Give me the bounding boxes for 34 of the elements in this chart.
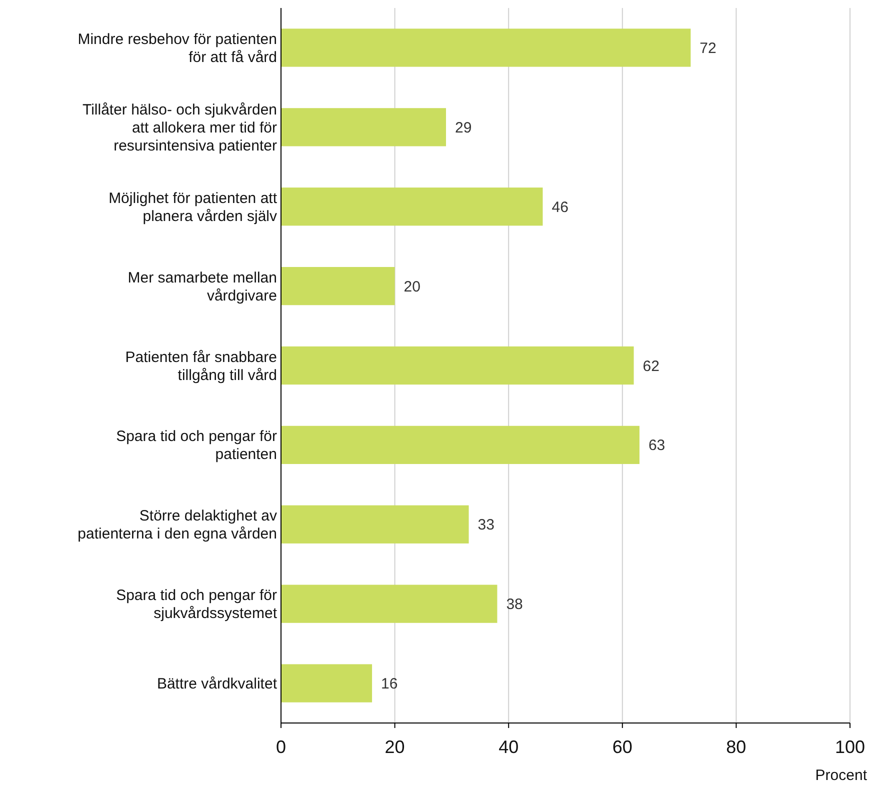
y-tick-label: Bättre vårdkvalitet bbox=[156, 676, 278, 693]
data-label: 29 bbox=[455, 119, 472, 136]
x-axis-title: Procent bbox=[815, 767, 868, 784]
x-tick-label: 80 bbox=[726, 737, 746, 757]
data-label: 63 bbox=[648, 437, 666, 454]
x-tick-label: 100 bbox=[834, 737, 866, 757]
data-label: 72 bbox=[700, 40, 716, 57]
bar bbox=[281, 426, 640, 464]
y-tick-label: Patienten får snabbare tillgång till vård bbox=[125, 348, 277, 384]
x-tick-label: 20 bbox=[384, 737, 405, 757]
x-tick-label: 40 bbox=[498, 737, 519, 757]
bar bbox=[281, 584, 498, 623]
bar bbox=[281, 28, 691, 67]
data-label: 33 bbox=[478, 516, 494, 534]
y-tick-label: Spara tid och pengar för sjukvårdssystemet bbox=[116, 587, 278, 622]
data-label: 62 bbox=[642, 358, 660, 375]
x-tick-label: 60 bbox=[612, 737, 632, 757]
bar bbox=[281, 505, 469, 544]
y-tick-label: Större delaktighet av patienterna i den egna vården bbox=[78, 508, 278, 543]
y-tick-label: Mer samarbete mellan vårdgivare bbox=[128, 269, 277, 304]
y-tick-label: Möjlighet för patienten att planera vården själv bbox=[108, 190, 278, 225]
x-tick-label: 0 bbox=[276, 737, 286, 757]
y-tick-label: Mindre resbehov för patienten för att få vård bbox=[78, 30, 277, 66]
data-label: 16 bbox=[381, 676, 398, 693]
data-label: 38 bbox=[506, 596, 523, 614]
y-tick-label: Tillåter hälso- och sjukvården att allokera mer tid för resursintensiva patienter bbox=[82, 101, 277, 154]
y-tick-label: Spara tid och pengar för patienten bbox=[116, 428, 277, 464]
bar bbox=[281, 664, 372, 702]
bar bbox=[281, 108, 446, 146]
bar bbox=[281, 188, 543, 226]
bar bbox=[281, 346, 634, 385]
bar bbox=[281, 266, 395, 306]
data-label: 46 bbox=[552, 198, 568, 216]
data-label: 20 bbox=[404, 278, 420, 296]
